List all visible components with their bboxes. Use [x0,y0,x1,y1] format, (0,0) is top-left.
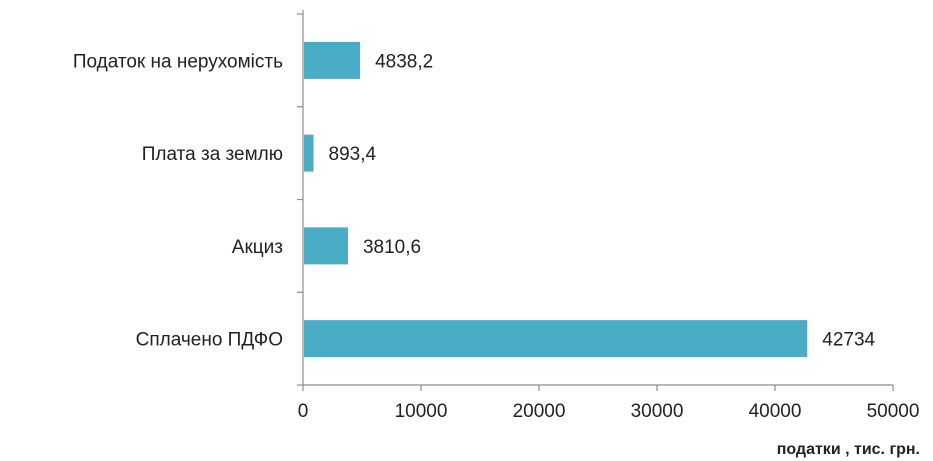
bar [304,41,361,79]
y-axis-ticks [297,13,303,386]
x-tick-label: 20000 [513,401,566,422]
x-tick-label: 50000 [867,401,920,422]
data-label: 4838,2 [375,51,433,72]
data-label: 893,4 [329,144,377,165]
category-label: Акциз [232,237,283,258]
bars-group [304,41,808,358]
data-label: 42734 [822,330,875,351]
data-labels: 4838,2 893,4 3810,6 42734 [329,51,876,350]
data-label: 3810,6 [363,237,421,258]
x-tick-label: 10000 [395,401,448,422]
category-labels: Податок на нерухомість Плата за землю Акци… [73,51,283,350]
x-tick-label: 0 [298,401,309,422]
category-label: Податок на нерухомість [73,51,283,72]
bar [304,320,808,358]
category-label: Сплачено ПДФО [136,330,283,351]
bar [304,227,348,265]
x-axis-ticks: 0 10000 20000 30000 40000 50000 [298,385,920,422]
category-label: Плата за землю [142,144,283,165]
x-tick-label: 30000 [631,401,684,422]
x-axis-title: податки , тис. грн. [777,441,920,458]
x-tick-label: 40000 [749,401,802,422]
bar [304,134,314,172]
